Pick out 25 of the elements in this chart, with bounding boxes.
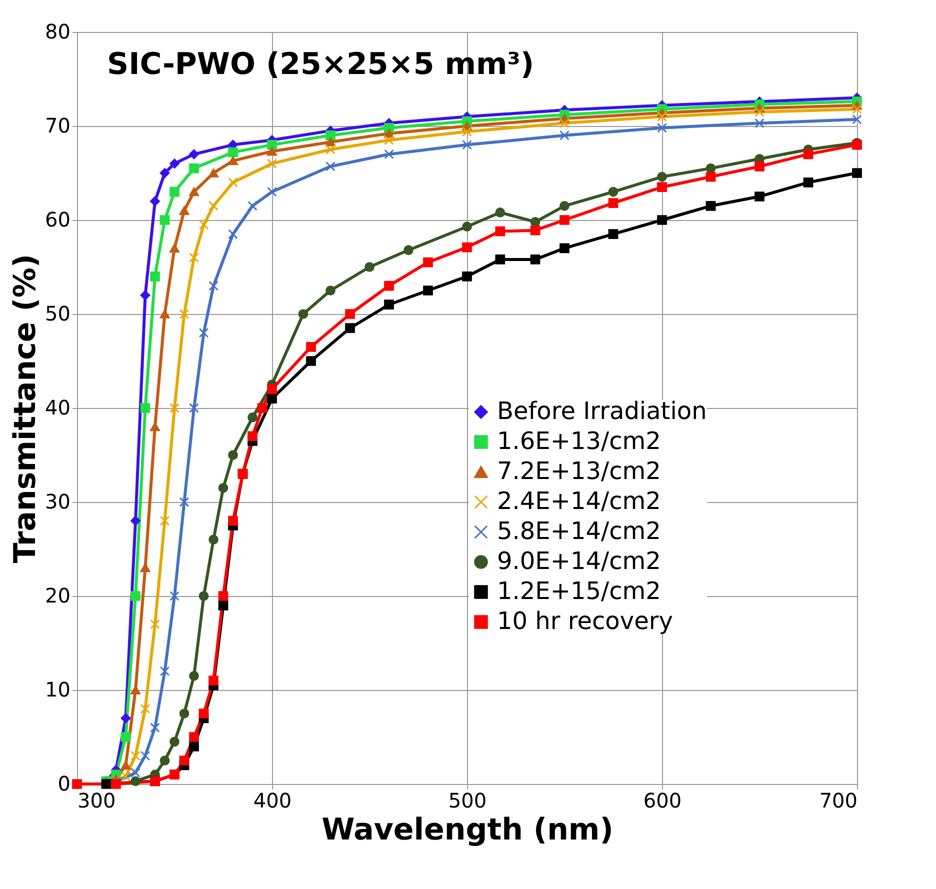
- x-tick-label: 500: [448, 788, 487, 812]
- y-tick-label: 20: [45, 584, 70, 608]
- x-tick-label: 700: [819, 788, 858, 812]
- legend-label: 7.2E+13/cm2: [497, 457, 661, 485]
- y-tick-label: 60: [45, 208, 70, 232]
- x-axis-title: Wavelength (nm): [322, 812, 614, 848]
- y-axis-title: Transmittance (%): [8, 254, 44, 564]
- legend-label: 2.4E+14/cm2: [497, 487, 661, 515]
- y-tick-label: 50: [45, 302, 70, 326]
- legend-label: 5.8E+14/cm2: [497, 517, 661, 545]
- legend-label: 9.0E+14/cm2: [497, 547, 661, 575]
- y-tick-label: 30: [45, 490, 70, 514]
- y-tick-label: 10: [45, 678, 70, 702]
- x-tick-label: 600: [643, 788, 682, 812]
- y-tick-label: 0: [58, 772, 70, 796]
- text: SIC-PWO (25×25×5 mm³): [107, 47, 534, 82]
- legend-label: 10 hr recovery: [497, 607, 673, 635]
- y-tick-label: 80: [45, 20, 70, 44]
- y-tick-label: 40: [45, 396, 70, 420]
- x-tick-label: 300: [78, 788, 116, 812]
- y-tick-label: 70: [45, 114, 70, 138]
- legend-label: Before Irradiation: [497, 397, 707, 425]
- legend-label: 1.6E+13/cm2: [497, 427, 661, 455]
- x-tick-label: 400: [253, 788, 292, 812]
- legend-label: 1.2E+15/cm2: [497, 577, 661, 605]
